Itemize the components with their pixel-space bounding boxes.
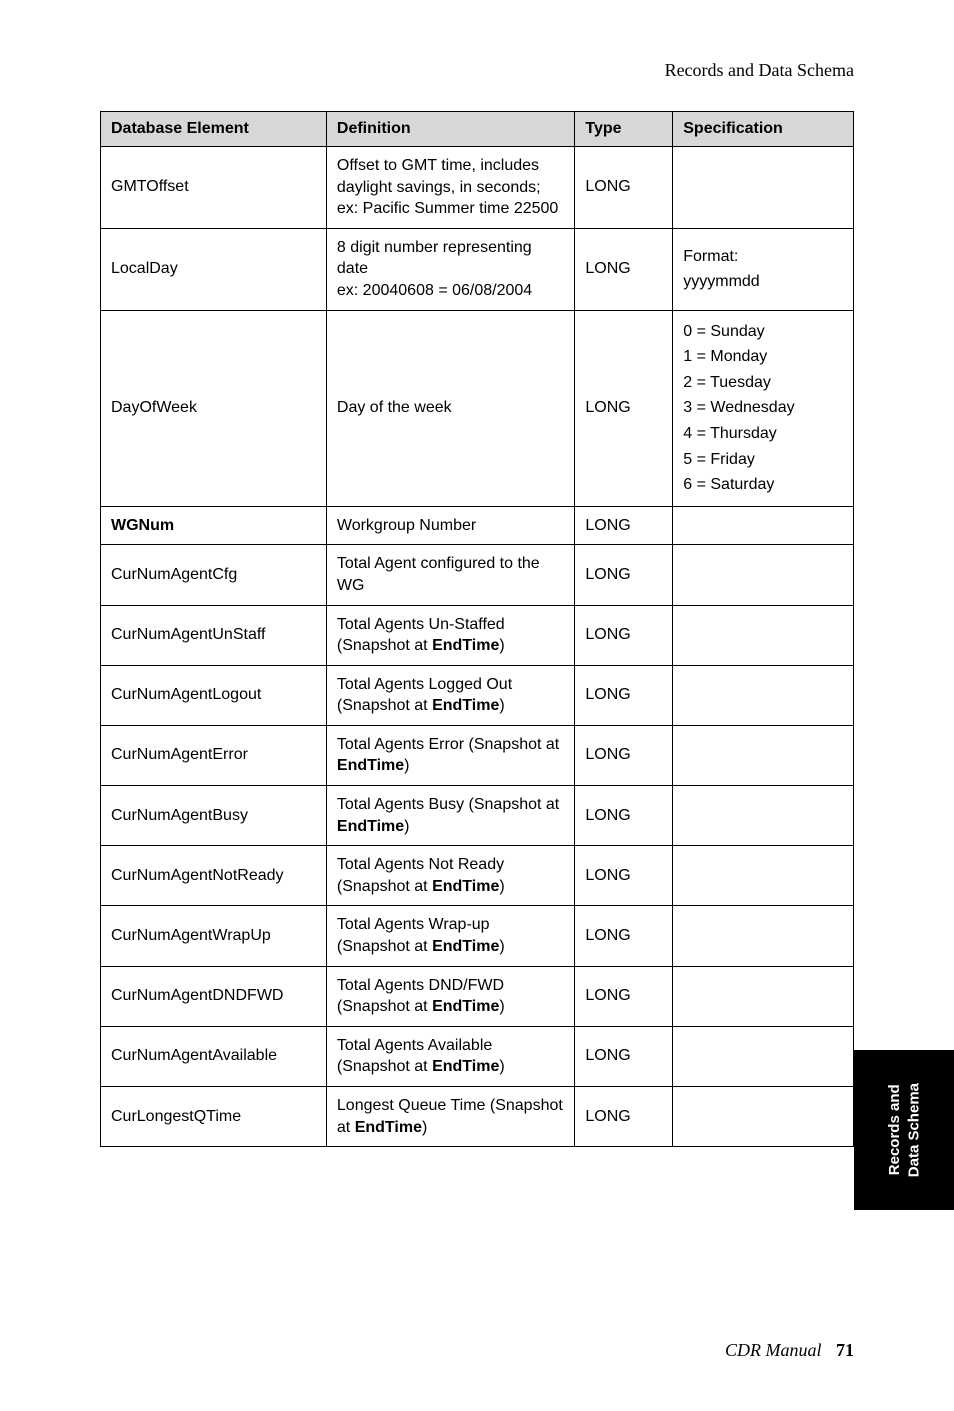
cell-type: LONG (575, 147, 673, 229)
cell-type: LONG (575, 665, 673, 725)
page-header: Records and Data Schema (100, 60, 854, 81)
cell-specification (673, 786, 854, 846)
cell-specification (673, 906, 854, 966)
table-body: GMTOffsetOffset to GMT time, includes da… (101, 147, 854, 1147)
col-definition: Definition (326, 112, 574, 147)
cell-type: LONG (575, 786, 673, 846)
cell-type: LONG (575, 605, 673, 665)
cell-type: LONG (575, 1026, 673, 1086)
schema-table: Database Element Definition Type Specifi… (100, 111, 854, 1147)
table-row: CurNumAgentErrorTotal Agents Error (Snap… (101, 725, 854, 785)
cell-element: CurNumAgentDNDFWD (101, 966, 327, 1026)
cell-specification (673, 506, 854, 545)
table-row: LocalDay8 digit number representing date… (101, 228, 854, 310)
cell-type: LONG (575, 228, 673, 310)
table-header-row: Database Element Definition Type Specifi… (101, 112, 854, 147)
side-tab-text: Records and Data Schema (885, 1083, 924, 1177)
cell-type: LONG (575, 506, 673, 545)
cell-element: GMTOffset (101, 147, 327, 229)
col-type: Type (575, 112, 673, 147)
cell-specification (673, 665, 854, 725)
cell-specification (673, 1026, 854, 1086)
cell-definition: Total Agents Un-Staffed (Snapshot at End… (326, 605, 574, 665)
cell-type: LONG (575, 906, 673, 966)
cell-specification (673, 147, 854, 229)
cell-type: LONG (575, 966, 673, 1026)
table-row: CurNumAgentLogoutTotal Agents Logged Out… (101, 665, 854, 725)
cell-definition: Total Agents Error (Snapshot at EndTime) (326, 725, 574, 785)
cell-definition: Total Agents Not Ready (Snapshot at EndT… (326, 846, 574, 906)
cell-definition: Total Agents Busy (Snapshot at EndTime) (326, 786, 574, 846)
cell-specification (673, 966, 854, 1026)
cell-element: CurNumAgentAvailable (101, 1026, 327, 1086)
cell-specification (673, 725, 854, 785)
cell-definition: 8 digit number representing dateex: 2004… (326, 228, 574, 310)
table-row: DayOfWeekDay of the weekLONG0 = Sunday1 … (101, 310, 854, 506)
table-row: WGNumWorkgroup NumberLONG (101, 506, 854, 545)
cell-element: DayOfWeek (101, 310, 327, 506)
cell-definition: Total Agents Available (Snapshot at EndT… (326, 1026, 574, 1086)
cell-element: CurNumAgentLogout (101, 665, 327, 725)
cell-type: LONG (575, 846, 673, 906)
cell-definition: Total Agent configured to the WG (326, 545, 574, 605)
table-row: GMTOffsetOffset to GMT time, includes da… (101, 147, 854, 229)
cell-specification (673, 545, 854, 605)
cell-type: LONG (575, 1087, 673, 1147)
side-tab: Records and Data Schema (854, 1050, 954, 1210)
col-specification: Specification (673, 112, 854, 147)
cell-definition: Total Agents DND/FWD (Snapshot at EndTim… (326, 966, 574, 1026)
header-title: Records and Data Schema (665, 60, 854, 80)
cell-definition: Longest Queue Time (Snapshot at EndTime) (326, 1087, 574, 1147)
table-row: CurNumAgentDNDFWDTotal Agents DND/FWD (S… (101, 966, 854, 1026)
cell-definition: Workgroup Number (326, 506, 574, 545)
cell-definition: Day of the week (326, 310, 574, 506)
table-row: CurNumAgentWrapUpTotal Agents Wrap-up (S… (101, 906, 854, 966)
cell-specification: 0 = Sunday1 = Monday2 = Tuesday3 = Wedne… (673, 310, 854, 506)
cell-type: LONG (575, 310, 673, 506)
cell-element: CurNumAgentCfg (101, 545, 327, 605)
cell-definition: Total Agents Wrap-up (Snapshot at EndTim… (326, 906, 574, 966)
cell-element: CurNumAgentUnStaff (101, 605, 327, 665)
page-footer: CDR Manual 71 (725, 1340, 854, 1361)
cell-element: WGNum (101, 506, 327, 545)
table-row: CurNumAgentCfgTotal Agent configured to … (101, 545, 854, 605)
cell-element: CurNumAgentWrapUp (101, 906, 327, 966)
cell-element: CurNumAgentBusy (101, 786, 327, 846)
side-tab-line1: Records and (886, 1085, 903, 1176)
cell-definition: Offset to GMT time, includes daylight sa… (326, 147, 574, 229)
table-row: CurLongestQTimeLongest Queue Time (Snaps… (101, 1087, 854, 1147)
cell-element: LocalDay (101, 228, 327, 310)
table-row: CurNumAgentNotReadyTotal Agents Not Read… (101, 846, 854, 906)
cell-specification (673, 605, 854, 665)
cell-element: CurLongestQTime (101, 1087, 327, 1147)
cell-element: CurNumAgentError (101, 725, 327, 785)
cell-definition: Total Agents Logged Out (Snapshot at End… (326, 665, 574, 725)
cell-element: CurNumAgentNotReady (101, 846, 327, 906)
cell-specification (673, 1087, 854, 1147)
table-row: CurNumAgentAvailableTotal Agents Availab… (101, 1026, 854, 1086)
cell-type: LONG (575, 725, 673, 785)
cell-specification: Format:yyyymmdd (673, 228, 854, 310)
side-tab-line2: Data Schema (905, 1083, 922, 1177)
cell-type: LONG (575, 545, 673, 605)
table-row: CurNumAgentUnStaffTotal Agents Un-Staffe… (101, 605, 854, 665)
cell-specification (673, 846, 854, 906)
col-db-element: Database Element (101, 112, 327, 147)
table-row: CurNumAgentBusyTotal Agents Busy (Snapsh… (101, 786, 854, 846)
footer-text: CDR Manual (725, 1340, 822, 1360)
footer-page: 71 (836, 1340, 854, 1360)
